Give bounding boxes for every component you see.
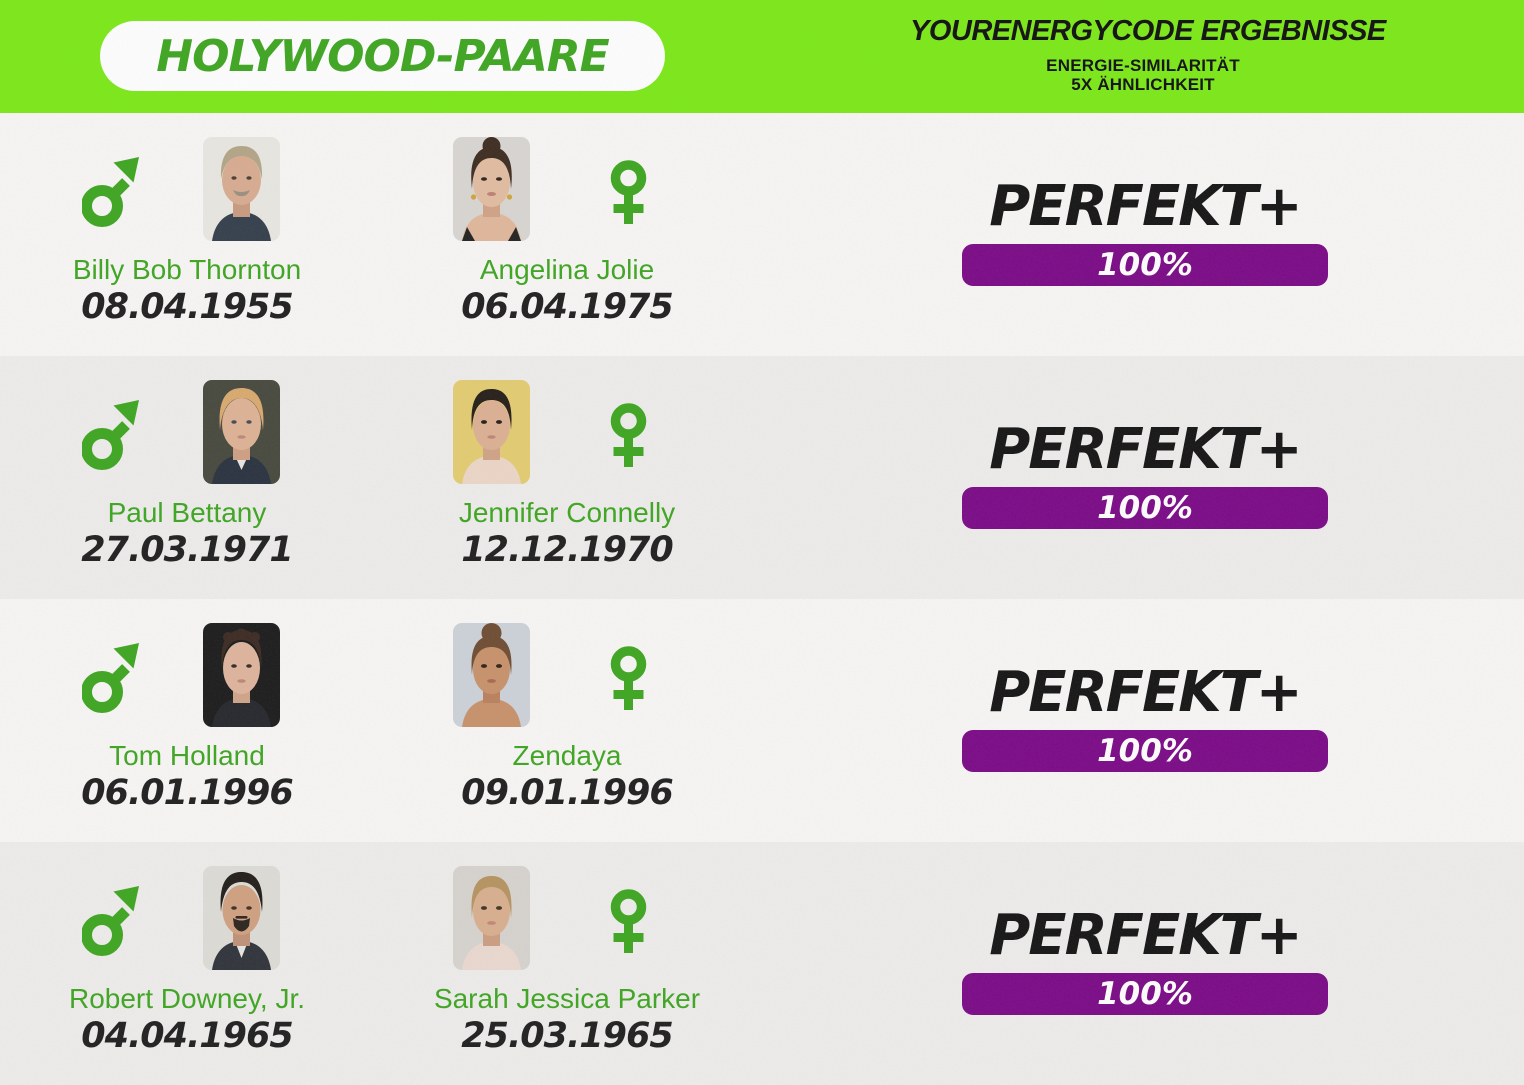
score-value: 100% [1097, 490, 1193, 526]
couple-row-3: Tom Holland 06.01.1996 Zendaya 09.01.199… [0, 599, 1524, 842]
person-name: Tom Holland [109, 740, 265, 771]
person-name: Sarah Jessica Parker [433, 983, 701, 1014]
couple-row-2: Paul Bettany 27.03.1971 Jennifer Connell… [0, 356, 1524, 599]
portrait-jennifer-connelly [453, 380, 530, 484]
person-male: Robert Downey, Jr. 04.04.1965 [7, 982, 367, 1057]
verdict-label: PERFEKT+ [989, 903, 1302, 968]
person-birthdate: 06.01.1996 [81, 773, 293, 813]
person-name: Billy Bob Thornton [72, 254, 302, 285]
portrait-tom-holland [203, 623, 280, 727]
page-title: HOLYWOOD-PAARE [156, 30, 609, 82]
verdict-label: PERFEKT+ [989, 660, 1302, 725]
person-birthdate: 25.03.1965 [461, 1016, 673, 1056]
person-male: Billy Bob Thornton 08.04.1955 [7, 253, 367, 328]
female-icon [608, 160, 649, 224]
male-icon [82, 643, 139, 715]
couple-row-1: Billy Bob Thornton 08.04.1955 Angelina J… [0, 113, 1524, 356]
portrait-robert-downey-jr [203, 866, 280, 970]
male-icon [82, 886, 139, 958]
match-result: PERFEKT+ 100% [962, 842, 1328, 1085]
male-icon [82, 400, 139, 472]
female-icon [608, 646, 649, 710]
female-icon [608, 889, 649, 953]
score-value: 100% [1097, 976, 1193, 1012]
male-icon [82, 157, 139, 229]
person-birthdate: 06.04.1975 [461, 287, 673, 327]
couple-row-4: Robert Downey, Jr. 04.04.1965 Sarah Jess… [0, 842, 1524, 1085]
person-birthdate: 12.12.1970 [461, 530, 673, 570]
person-female: Sarah Jessica Parker 25.03.1965 [387, 982, 747, 1057]
portrait-zendaya [453, 623, 530, 727]
match-result: PERFEKT+ 100% [962, 113, 1328, 356]
score-value: 100% [1097, 247, 1193, 283]
results-title: YOURENERGYCODE ERGEBNISSE [910, 15, 1386, 47]
verdict-label: PERFEKT+ [989, 174, 1302, 239]
person-birthdate: 27.03.1971 [81, 530, 293, 570]
person-birthdate: 09.01.1996 [461, 773, 673, 813]
person-male: Paul Bettany 27.03.1971 [7, 496, 367, 571]
person-female: Zendaya 09.01.1996 [387, 739, 747, 814]
person-name: Paul Bettany [107, 497, 267, 528]
person-name: Zendaya [512, 740, 622, 771]
female-icon [608, 403, 649, 467]
score-bar: 100% [962, 973, 1328, 1015]
score-bar: 100% [962, 244, 1328, 286]
person-female: Angelina Jolie 06.04.1975 [387, 253, 747, 328]
results-subtitle-1: ENERGIE-SIMILARITÄT [1046, 56, 1240, 75]
match-result: PERFEKT+ 100% [962, 599, 1328, 842]
portrait-paul-bettany [203, 380, 280, 484]
results-subtitle-2: 5X ÄHNLICHKEIT [1071, 75, 1215, 94]
score-value: 100% [1097, 733, 1193, 769]
person-female: Jennifer Connelly 12.12.1970 [387, 496, 747, 571]
portrait-sarah-jessica-parker [453, 866, 530, 970]
results-header: YOURENERGYCODE ERGEBNISSE ENERGIE-SIMILA… [910, 14, 1386, 94]
person-name: Angelina Jolie [479, 254, 655, 285]
person-name: Jennifer Connelly [458, 497, 676, 528]
person-birthdate: 04.04.1965 [81, 1016, 293, 1056]
person-male: Tom Holland 06.01.1996 [7, 739, 367, 814]
verdict-label: PERFEKT+ [989, 417, 1302, 482]
score-bar: 100% [962, 487, 1328, 529]
page-title-pill: HOLYWOOD-PAARE [100, 21, 665, 91]
score-bar: 100% [962, 730, 1328, 772]
portrait-angelina-jolie [453, 137, 530, 241]
portrait-billy-bob-thornton [203, 137, 280, 241]
header-bar: HOLYWOOD-PAARE YOURENERGYCODE ERGEBNISSE… [0, 0, 1524, 113]
person-birthdate: 08.04.1955 [81, 287, 293, 327]
person-name: Robert Downey, Jr. [68, 983, 306, 1014]
match-result: PERFEKT+ 100% [962, 356, 1328, 599]
